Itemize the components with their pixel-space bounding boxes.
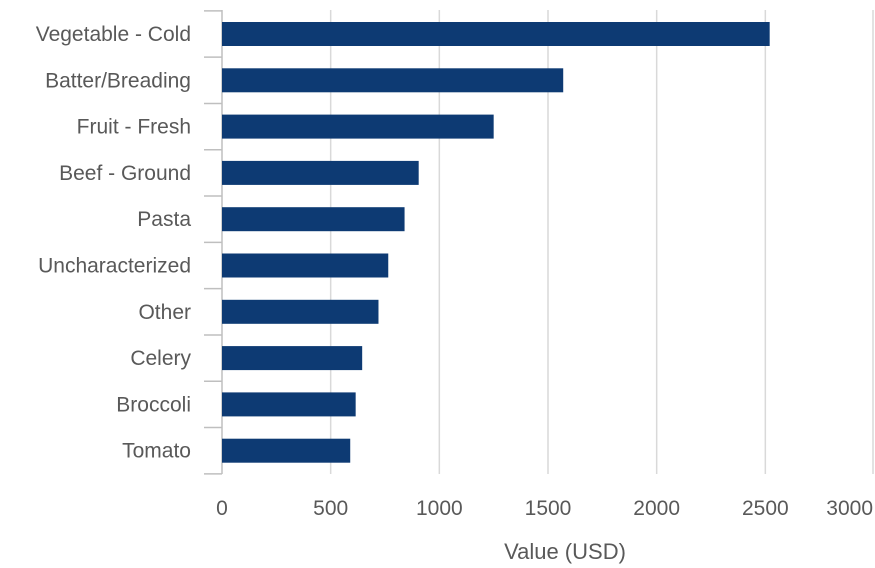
bar-broccoli (222, 392, 356, 417)
bar-uncharacterized (222, 253, 389, 278)
bar-tomato (222, 438, 351, 463)
x-tick-label: 1500 (525, 497, 572, 520)
category-label: Batter/Breading (45, 69, 191, 92)
x-tick-label: 2000 (633, 497, 680, 520)
bar-beef-ground (222, 160, 419, 185)
x-tick-label: 2500 (742, 497, 789, 520)
category-label: Uncharacterized (38, 255, 191, 278)
category-label: Fruit - Fresh (77, 116, 191, 139)
category-label: Celery (130, 347, 191, 370)
category-label: Pasta (137, 208, 191, 231)
category-label: Beef - Ground (59, 162, 191, 185)
x-tick-label: 3000 (826, 497, 873, 520)
bars (222, 22, 770, 463)
bar-vegetable-cold (222, 22, 770, 46)
x-tick-label: 0 (216, 497, 228, 520)
bar-fruit-fresh (222, 114, 494, 139)
bar-celery (222, 346, 363, 371)
category-labels: Vegetable - Cold Batter/Breading Fruit - F… (36, 23, 192, 463)
x-tick-label: 500 (313, 497, 348, 520)
y-axis (204, 10, 223, 475)
category-label: Vegetable - Cold (36, 23, 191, 46)
bar-other (222, 299, 379, 324)
x-tick-labels: 0 500 1000 1500 2000 2500 3000 (216, 497, 873, 520)
x-axis-title: Value (USD) (504, 539, 626, 564)
category-label: Other (138, 301, 191, 324)
bar-pasta (222, 207, 405, 232)
category-label: Broccoli (116, 393, 191, 416)
x-tick-label: 1000 (416, 497, 463, 520)
category-label: Tomato (122, 440, 191, 463)
bar-batter-breading (222, 68, 564, 93)
